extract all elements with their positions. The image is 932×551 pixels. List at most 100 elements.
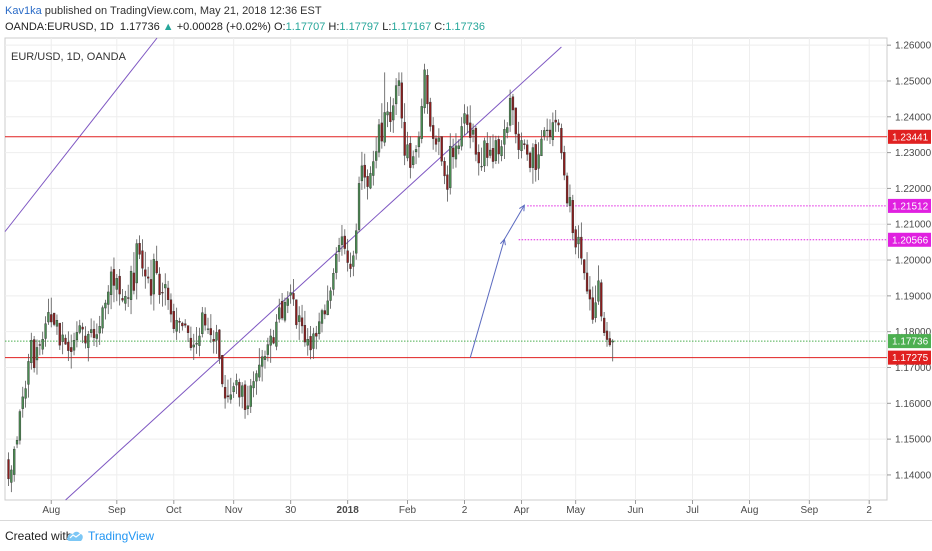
candle[interactable] bbox=[414, 145, 418, 165]
candle[interactable] bbox=[33, 335, 36, 373]
candle[interactable] bbox=[315, 325, 318, 350]
candle[interactable] bbox=[531, 143, 535, 184]
candle[interactable] bbox=[466, 106, 469, 134]
candle[interactable] bbox=[52, 312, 56, 327]
candle[interactable] bbox=[84, 326, 87, 349]
candle[interactable] bbox=[172, 303, 175, 334]
candle[interactable] bbox=[568, 184, 572, 213]
candle[interactable] bbox=[397, 72, 401, 97]
candle[interactable] bbox=[246, 385, 250, 416]
candle[interactable] bbox=[560, 123, 563, 160]
candle[interactable] bbox=[580, 222, 583, 265]
candle[interactable] bbox=[574, 226, 577, 255]
candle[interactable] bbox=[306, 328, 309, 356]
candle[interactable] bbox=[389, 96, 392, 132]
candle[interactable] bbox=[486, 132, 489, 167]
candle[interactable] bbox=[81, 322, 84, 344]
candle[interactable] bbox=[406, 131, 409, 162]
candle[interactable] bbox=[300, 304, 304, 334]
candle[interactable] bbox=[169, 293, 173, 323]
candle[interactable] bbox=[280, 292, 284, 321]
candle[interactable] bbox=[440, 136, 443, 166]
candle[interactable] bbox=[186, 325, 190, 343]
candle[interactable] bbox=[508, 89, 512, 132]
candle[interactable] bbox=[292, 279, 295, 306]
candle[interactable] bbox=[523, 139, 526, 150]
candle[interactable] bbox=[144, 251, 147, 289]
candle[interactable] bbox=[252, 371, 255, 398]
candle[interactable] bbox=[232, 382, 235, 398]
candle[interactable] bbox=[118, 269, 121, 306]
candle[interactable] bbox=[203, 307, 207, 331]
candle[interactable] bbox=[198, 327, 201, 357]
candle[interactable] bbox=[75, 321, 79, 348]
candle[interactable] bbox=[129, 265, 133, 315]
candle[interactable] bbox=[303, 310, 307, 347]
candle[interactable] bbox=[155, 245, 158, 275]
candle[interactable] bbox=[340, 224, 344, 256]
candle[interactable] bbox=[18, 409, 22, 445]
candle[interactable] bbox=[483, 137, 486, 172]
candle[interactable] bbox=[50, 297, 53, 328]
candle[interactable] bbox=[218, 329, 221, 364]
candle[interactable] bbox=[164, 273, 167, 306]
candle[interactable] bbox=[295, 299, 298, 329]
candle[interactable] bbox=[477, 144, 480, 176]
candle[interactable] bbox=[526, 139, 529, 161]
candle[interactable] bbox=[369, 166, 372, 190]
candle[interactable] bbox=[420, 98, 423, 144]
candle[interactable] bbox=[346, 238, 349, 272]
candle[interactable] bbox=[471, 123, 475, 143]
candle[interactable] bbox=[24, 380, 27, 408]
candle[interactable] bbox=[534, 139, 537, 182]
candle[interactable] bbox=[221, 354, 224, 388]
candle[interactable] bbox=[603, 311, 606, 336]
candle[interactable] bbox=[540, 130, 543, 157]
candle[interactable] bbox=[506, 122, 509, 139]
candle[interactable] bbox=[469, 105, 472, 149]
candle[interactable] bbox=[546, 118, 549, 141]
candle[interactable] bbox=[158, 267, 161, 304]
candle[interactable] bbox=[386, 102, 389, 128]
candle[interactable] bbox=[92, 320, 96, 346]
candle[interactable] bbox=[500, 140, 503, 162]
candle[interactable] bbox=[511, 93, 515, 126]
candle[interactable] bbox=[15, 436, 19, 449]
candle[interactable] bbox=[135, 239, 138, 300]
candle[interactable] bbox=[517, 121, 520, 160]
candle[interactable] bbox=[380, 103, 383, 149]
candle[interactable] bbox=[337, 237, 341, 262]
candle[interactable] bbox=[127, 284, 130, 307]
candle[interactable] bbox=[78, 319, 81, 335]
candle[interactable] bbox=[235, 373, 238, 394]
candle[interactable] bbox=[451, 138, 455, 169]
candle[interactable] bbox=[432, 117, 435, 150]
candle[interactable] bbox=[70, 334, 73, 369]
candle[interactable] bbox=[605, 322, 609, 347]
candle[interactable] bbox=[98, 315, 101, 345]
candle[interactable] bbox=[283, 297, 287, 323]
candle[interactable] bbox=[543, 127, 546, 141]
candle[interactable] bbox=[591, 286, 594, 324]
candle[interactable] bbox=[223, 375, 227, 409]
candle[interactable] bbox=[161, 282, 164, 307]
candle[interactable] bbox=[109, 266, 113, 310]
candle[interactable] bbox=[343, 229, 346, 255]
candle[interactable] bbox=[600, 279, 603, 322]
candle[interactable] bbox=[375, 136, 378, 169]
candle[interactable] bbox=[611, 339, 614, 362]
candle[interactable] bbox=[286, 291, 289, 314]
candle[interactable] bbox=[152, 253, 155, 311]
candle[interactable] bbox=[41, 331, 44, 355]
candle[interactable] bbox=[443, 157, 446, 185]
candle[interactable] bbox=[178, 317, 181, 334]
candle[interactable] bbox=[494, 135, 497, 165]
candle[interactable] bbox=[563, 145, 566, 181]
projection-arrows[interactable] bbox=[469, 204, 525, 358]
candle[interactable] bbox=[238, 378, 241, 407]
candle[interactable] bbox=[124, 290, 127, 311]
candle[interactable] bbox=[349, 252, 352, 278]
candle[interactable] bbox=[357, 176, 361, 233]
candle[interactable] bbox=[67, 331, 70, 362]
candle[interactable] bbox=[394, 78, 398, 115]
